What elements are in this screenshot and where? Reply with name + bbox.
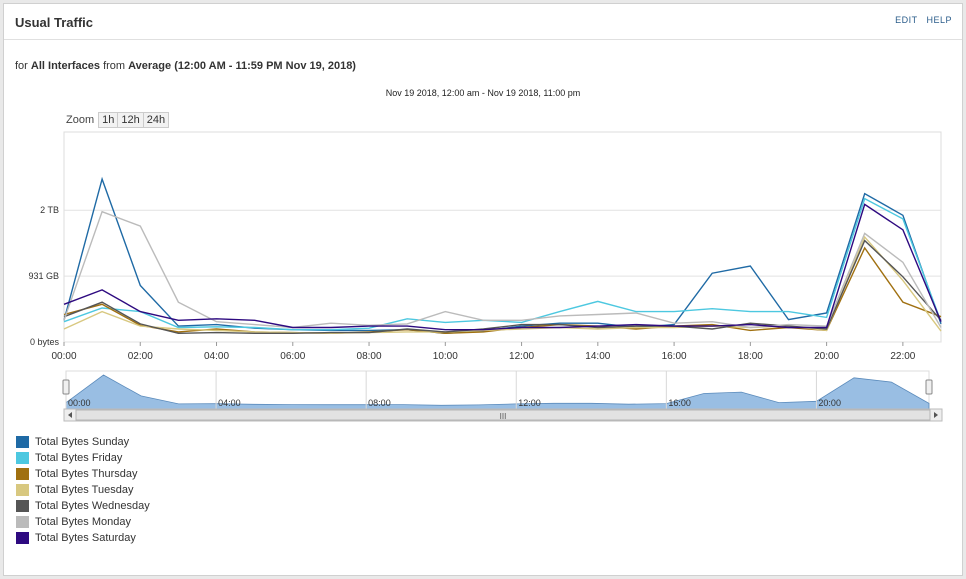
legend-item[interactable]: Total Bytes Thursday xyxy=(16,466,150,482)
usual-traffic-panel: Usual Traffic EDIT HELP for All Interfac… xyxy=(3,3,963,576)
scroll-left-arrow-icon[interactable] xyxy=(68,412,72,418)
x-tick-label: 00:00 xyxy=(51,351,76,362)
edit-link[interactable]: EDIT xyxy=(895,15,918,25)
panel-header: Usual Traffic EDIT HELP xyxy=(4,4,962,40)
date-range-title: Nov 19 2018, 12:00 am - Nov 19 2018, 11:… xyxy=(385,88,581,98)
y-tick-label: 931 GB xyxy=(28,271,59,281)
legend-swatch xyxy=(16,500,29,512)
legend-item[interactable]: Total Bytes Friday xyxy=(16,450,150,466)
period-value[interactable]: Average (12:00 AM - 11:59 PM Nov 19, 201… xyxy=(128,60,356,72)
plot-area xyxy=(63,131,942,343)
navigator-tick-label: 20:00 xyxy=(818,398,841,408)
x-tick-label: 12:00 xyxy=(509,351,534,362)
navigator-right-handle[interactable] xyxy=(925,379,933,395)
legend-swatch xyxy=(16,436,29,448)
navigator-tick-label: 08:00 xyxy=(368,398,391,408)
for-label: for xyxy=(15,60,28,72)
x-tick-label: 06:00 xyxy=(280,351,305,362)
legend-label: Total Bytes Thursday xyxy=(35,468,138,480)
y-tick-label: 0 bytes xyxy=(30,337,60,347)
scroll-right-arrow-icon[interactable] xyxy=(934,412,938,418)
legend-label: Total Bytes Monday xyxy=(35,516,131,528)
navigator-tick-label: 16:00 xyxy=(668,398,691,408)
scrollbar-grip: III xyxy=(500,412,507,421)
help-link[interactable]: HELP xyxy=(926,15,952,25)
series-line-total-bytes-friday[interactable] xyxy=(63,197,942,331)
x-tick-label: 08:00 xyxy=(357,351,382,362)
legend-swatch xyxy=(16,452,29,464)
interfaces-value[interactable]: All Interfaces xyxy=(30,60,100,72)
legend-label: Total Bytes Sunday xyxy=(35,436,130,448)
legend-item[interactable]: Total Bytes Sunday xyxy=(16,434,150,450)
zoom-controls: Zoom 1h 12h 24h xyxy=(66,112,170,128)
legend-swatch xyxy=(16,484,29,496)
zoom-label: Zoom xyxy=(66,114,95,126)
header-links: EDIT HELP xyxy=(889,15,952,25)
navigator-tick-label: 00:00 xyxy=(68,398,91,408)
x-tick-label: 20:00 xyxy=(814,351,839,362)
legend-item[interactable]: Total Bytes Wednesday xyxy=(16,498,150,514)
legend-label: Total Bytes Wednesday xyxy=(35,500,150,512)
y-tick-label: 2 TB xyxy=(40,205,59,215)
series-line-total-bytes-wednesday[interactable] xyxy=(63,239,942,335)
navigator-left-handle[interactable] xyxy=(62,379,70,395)
legend-item[interactable]: Total Bytes Tuesday xyxy=(16,482,150,498)
x-tick-label: 18:00 xyxy=(738,351,763,362)
x-tick-label: 04:00 xyxy=(204,351,229,362)
legend-label: Total Bytes Tuesday xyxy=(35,484,134,496)
x-tick-label: 16:00 xyxy=(662,351,687,362)
x-tick-label: 22:00 xyxy=(890,351,915,362)
chart-legend: Total Bytes Sunday Total Bytes Friday Tota… xyxy=(16,434,150,546)
chart-subtitle: for All Interfaces from Average (12:00 A… xyxy=(15,60,356,72)
panel-title: Usual Traffic xyxy=(15,15,94,30)
scrollbar-thumb[interactable] xyxy=(75,409,931,421)
x-tick-label: 02:00 xyxy=(128,351,153,362)
legend-swatch xyxy=(16,516,29,528)
legend-item[interactable]: Total Bytes Saturday xyxy=(16,530,150,546)
navigator-tick-label: 04:00 xyxy=(218,398,241,408)
from-label: from xyxy=(103,60,126,72)
x-tick-label: 10:00 xyxy=(433,351,458,362)
navigator-tick-label: 12:00 xyxy=(518,398,541,408)
legend-label: Total Bytes Friday xyxy=(35,452,123,464)
legend-label: Total Bytes Saturday xyxy=(35,532,136,544)
legend-item[interactable]: Total Bytes Monday xyxy=(16,514,150,530)
traffic-line-chart: 0 bytes 931 GB 2 TB 00:00 02:00 04:00 06:00 08:… xyxy=(28,131,943,422)
zoom-24h-button[interactable]: 24h xyxy=(142,112,170,128)
series-line-total-bytes-saturday[interactable] xyxy=(63,203,942,331)
x-tick-label: 14:00 xyxy=(585,351,610,362)
legend-swatch xyxy=(16,468,29,480)
legend-swatch xyxy=(16,532,29,544)
